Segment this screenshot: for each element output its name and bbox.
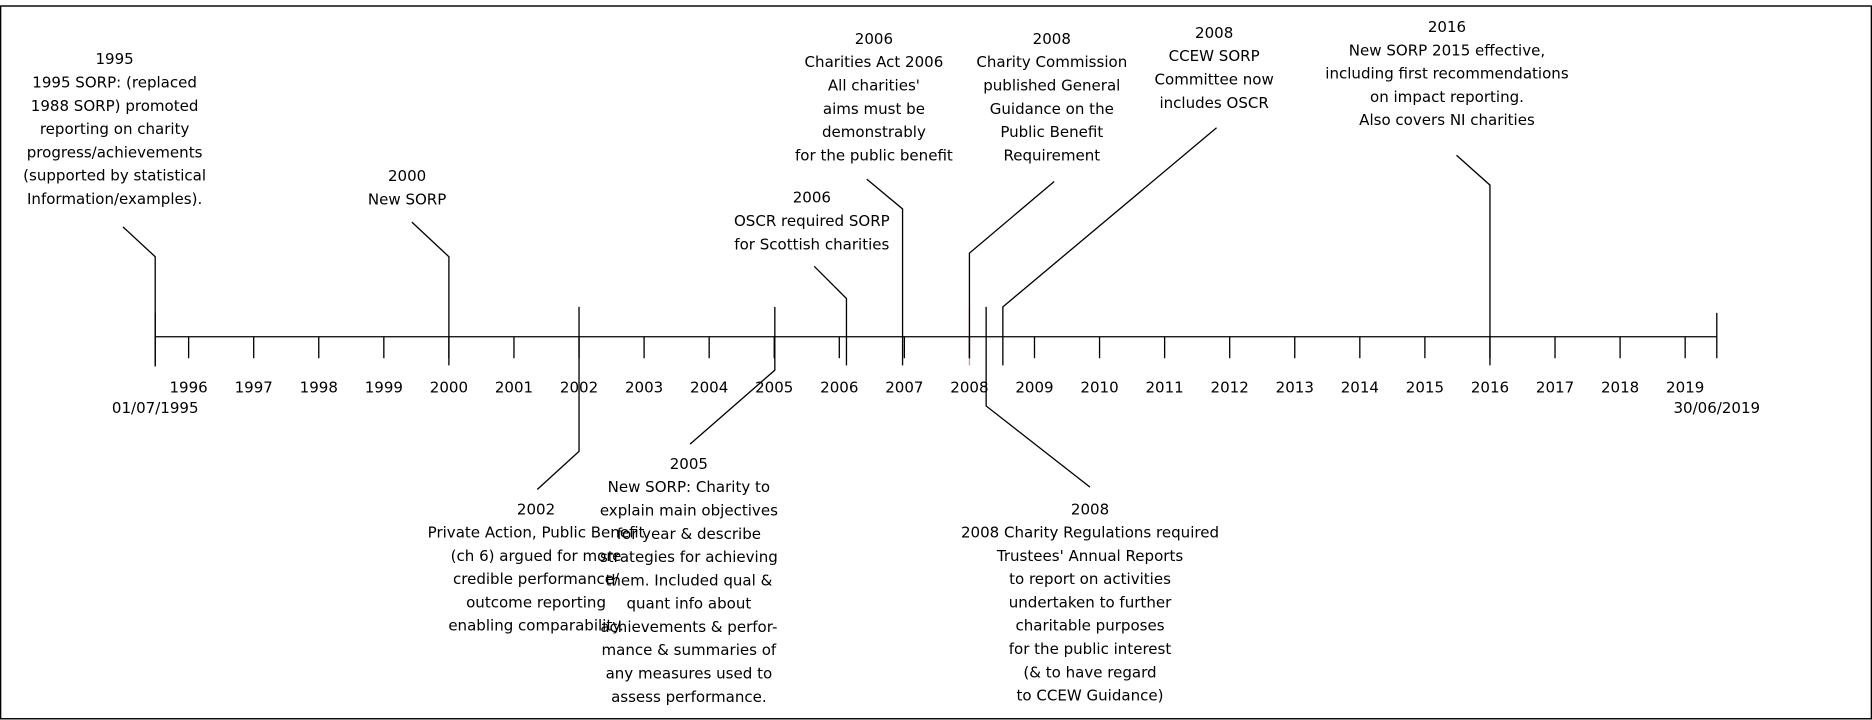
year-label: 1998 (300, 379, 338, 397)
event-text: (supported by statistical (23, 167, 206, 185)
event-text: to report on activities (1009, 570, 1171, 588)
event-text: (ch 6) argued for more (451, 547, 622, 565)
event-text: demonstrably (822, 123, 926, 141)
event-year: 2000 (388, 167, 426, 185)
event-text: quant info about (626, 595, 751, 613)
event-text: Trustees' Annual Reports (996, 547, 1183, 565)
event-year: 2006 (855, 30, 893, 48)
year-label: 2005 (755, 379, 793, 397)
start-label: 01/07/1995 (112, 399, 199, 417)
connector (536, 306, 580, 491)
connector (813, 265, 848, 366)
event-text: Charity Commission (976, 53, 1127, 71)
year-label: 2006 (820, 379, 858, 397)
event-year: 2002 (517, 500, 555, 518)
event-text: explain main objectives (600, 502, 778, 520)
event-text: for the public benefit (795, 146, 953, 164)
event-year: 2008 (1195, 24, 1233, 42)
event-text: including first recommendations (1325, 65, 1569, 83)
event-text: 1988 SORP) promoted (31, 97, 199, 115)
event-text: New SORP 2015 effective, (1349, 41, 1545, 59)
year-label: 2001 (495, 379, 533, 397)
event-year: 2008 (1071, 500, 1109, 518)
event-text: New SORP (368, 191, 446, 209)
event-year: 2006 (793, 189, 831, 207)
year-label: 2012 (1211, 379, 1249, 397)
event-year: 2016 (1428, 18, 1466, 36)
year-label: 2016 (1471, 379, 1509, 397)
event-text: New SORP: Charity to (608, 478, 771, 496)
event-text: charitable purposes (1015, 617, 1164, 635)
event-text: Information/examples). (27, 190, 202, 208)
event-text: Charities Act 2006 (805, 53, 944, 71)
event-text: mance & summaries of (602, 641, 777, 659)
event-text: any measures used to (606, 664, 773, 682)
event-text: Requirement (1003, 146, 1100, 164)
event-text: achievements & perfor- (600, 618, 777, 636)
year-label: 2007 (885, 379, 923, 397)
year-label: 2003 (625, 379, 663, 397)
frame (0, 5, 1872, 720)
connector (1002, 127, 1217, 366)
year-label: 2010 (1080, 379, 1118, 397)
event-text: credible performance/ (453, 570, 620, 588)
event-year: 1995 (95, 50, 133, 68)
event-year: 2005 (670, 455, 708, 473)
event-text: (& to have regard (1023, 663, 1156, 681)
year-label: 2008 (950, 379, 988, 397)
event-text: strategies for achieving (600, 548, 778, 566)
event-text: Guidance on the (990, 100, 1114, 118)
event-text: Committee now (1155, 71, 1274, 89)
event-text: them. Included qual & (605, 571, 772, 589)
event-text: published General (983, 77, 1120, 95)
year-label: 2004 (690, 379, 728, 397)
year-label: 2009 (1015, 379, 1053, 397)
end-label: 30/06/2019 (1673, 399, 1760, 417)
event-text: assess performance. (611, 688, 767, 706)
year-label: 1997 (235, 379, 273, 397)
event-text: aims must be (823, 100, 925, 118)
event-text: undertaken to further (1009, 593, 1172, 611)
year-label: 2019 (1666, 379, 1704, 397)
connector (866, 178, 904, 366)
event-year: 2008 (1033, 30, 1071, 48)
event-text: for year & describe (617, 525, 761, 543)
event-text: for Scottish charities (734, 235, 889, 253)
year-label: 2015 (1406, 379, 1444, 397)
event-text: on impact reporting. (1370, 88, 1524, 106)
event-text: 2008 Charity Regulations required (961, 524, 1219, 542)
event-text: CCEW SORP (1169, 47, 1260, 65)
connector (1456, 154, 1491, 366)
year-label: 2000 (430, 379, 468, 397)
event-text: 1995 SORP: (replaced (32, 74, 197, 92)
year-label: 1999 (365, 379, 403, 397)
connector (689, 306, 776, 445)
event-text: OSCR required SORP (734, 212, 890, 230)
event-text: Also covers NI charities (1359, 111, 1535, 129)
connector (968, 181, 1055, 359)
year-label: 1996 (169, 379, 207, 397)
year-label: 2011 (1145, 379, 1183, 397)
event-text: All charities' (828, 77, 920, 95)
event-text: enabling comparability. (448, 617, 623, 635)
connector (985, 306, 1091, 488)
event-text: to CCEW Guidance) (1017, 687, 1164, 705)
event-text: Public Benefit (1000, 123, 1103, 141)
connector (122, 226, 156, 366)
event-text: includes OSCR (1159, 94, 1269, 112)
event-text: progress/achievements (27, 143, 203, 161)
event-text: for the public interest (1009, 640, 1172, 658)
event-text: reporting on charity (40, 120, 190, 138)
year-label: 2013 (1276, 379, 1314, 397)
event-text: outcome reporting (466, 593, 606, 611)
year-label: 2014 (1341, 379, 1379, 397)
event-text: Private Action, Public Benefit (428, 524, 645, 542)
connector (411, 221, 450, 366)
year-label: 2018 (1601, 379, 1639, 397)
year-label: 2017 (1536, 379, 1574, 397)
